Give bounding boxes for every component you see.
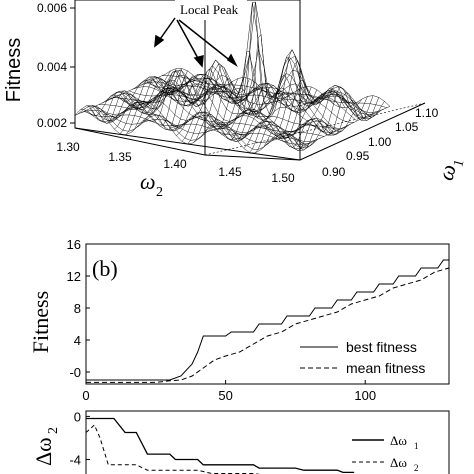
omega1-axis-symbol: ω: [433, 161, 461, 182]
surface-mesh-line: [125, 74, 216, 135]
fitness-y-axis-title: Fitness: [28, 291, 53, 353]
delta-y-axis-subscript: 2: [46, 427, 61, 434]
surface-mesh-line: [153, 76, 245, 131]
surface-mesh-line: [108, 80, 199, 123]
surface-mesh-line: [187, 83, 278, 145]
surface-mesh-line: [210, 33, 301, 136]
surface-mesh-line: [136, 80, 227, 128]
z-tick-label: 0.002: [37, 116, 67, 130]
fitness-x-tick-label: 50: [218, 388, 232, 403]
omega2-tick-label: 1.30: [56, 140, 80, 154]
surface-mesh-line: [294, 101, 385, 147]
surface-panel: 0.006 0.004 0.002 Fitness Local Peak 1.3…: [3, 0, 468, 200]
surface-mesh-line: [254, 90, 346, 154]
surface-mesh-line: [131, 78, 222, 133]
surface-mesh-line: [277, 86, 368, 148]
omega2-axis-subscript: 2: [156, 185, 163, 200]
surface-mesh-line: [142, 70, 233, 122]
omega2-tick-label: 1.50: [271, 171, 295, 185]
omega2-axis-title: ω 2: [140, 169, 163, 200]
surface-floor-front-right: [299, 102, 426, 161]
fitness-x-tick-label: 100: [354, 388, 376, 403]
delta-omega1-line: [86, 417, 355, 474]
delta-y-tick-label: -4: [69, 452, 81, 467]
fitness-plot-frame: [85, 243, 450, 385]
fitness-y-tick-label: 8: [74, 301, 81, 316]
annotation-arrows: [154, 17, 238, 68]
fitness-x-tick-label: 0: [82, 388, 89, 403]
fitness-y-tick-label: -0: [69, 365, 81, 380]
surface-mesh-line: [283, 92, 374, 151]
omega2-tick-label: 1.40: [163, 157, 187, 171]
z-tick-labels: 0.006 0.004 0.002: [37, 1, 75, 130]
mean-fitness-line: [86, 267, 450, 383]
fitness-y-tick-label: 4: [74, 333, 81, 348]
panel-label-b: (b): [92, 256, 118, 281]
surface-mesh-line: [243, 60, 334, 149]
delta-y-ticks: 0 -4: [69, 409, 90, 467]
surface-mesh: [74, 1, 391, 154]
fitness-panel: -0 4 8 12 16 0 50 100 (b) Fitness best fitness…: [28, 237, 450, 403]
surface-mesh-line: [198, 50, 289, 139]
delta-omega-panel: 0 -4 Δω 2 Δω 1 Δω 2: [31, 409, 450, 474]
surface-mesh-line: [215, 86, 306, 141]
surface-mesh-line: [192, 85, 284, 144]
omega2-tick-label: 1.45: [218, 165, 242, 179]
fitness-series: [86, 259, 450, 383]
surface-mesh-line: [226, 74, 318, 140]
fitness-x-ticks: 0 50 100: [82, 380, 376, 403]
surface-mesh-line: [232, 56, 323, 136]
surface-mesh-line: [74, 74, 166, 116]
omega2-tick-labels: 1.30 1.35 1.40 1.45 1.50: [56, 140, 295, 185]
omega1-tick-label: 0.95: [346, 149, 370, 163]
fitness-y-ticks: -0 4 8 12 16: [67, 237, 90, 380]
surface-mesh-line: [114, 76, 205, 130]
surface-annotation: Local Peak: [180, 2, 239, 17]
omega1-axis-subscript: 1: [451, 158, 467, 169]
delta-plot-frame: [85, 410, 450, 474]
surface-mesh-line: [266, 88, 357, 145]
omega1-tick-label: 0.90: [322, 165, 346, 179]
omega1-tick-label: 1.10: [415, 106, 439, 120]
omega1-axis-title: ω 1: [433, 158, 468, 183]
omega2-tick-label: 1.35: [108, 150, 132, 164]
delta-y-tick-label: 0: [74, 409, 81, 424]
z-tick-label: 0.004: [37, 60, 67, 74]
legend-label-best: best fitness: [346, 339, 417, 355]
legend-label-dw2: Δω: [390, 455, 407, 470]
surface-mesh-line: [237, 49, 329, 142]
annotation-box: [175, 0, 247, 20]
fitness-y-tick-label: 16: [67, 237, 81, 252]
surface-mesh-line: [288, 97, 380, 151]
surface-mesh-line: [249, 80, 340, 153]
omega2-axis-symbol: ω: [140, 169, 156, 194]
surface-mesh-line: [89, 102, 316, 151]
delta-legend: Δω 1 Δω 2: [352, 433, 419, 473]
omega1-tick-labels: 0.90 0.95 1.00 1.05 1.10: [322, 106, 439, 179]
legend-label-dw1-sub: 1: [414, 441, 419, 451]
delta-y-axis-symbol: Δω: [31, 437, 56, 466]
fitness-legend: best fitness mean fitness: [300, 339, 425, 376]
surface-z-axis-title: Fitness: [3, 38, 25, 102]
delta-series: [85, 417, 355, 474]
z-tick-label: 0.006: [37, 1, 67, 15]
surface-mesh-line: [176, 65, 267, 136]
legend-label-dw2-sub: 2: [414, 463, 419, 473]
omega1-tick-label: 1.00: [368, 135, 392, 149]
surface-mesh-line: [181, 78, 273, 142]
legend-label-dw1: Δω: [390, 433, 407, 448]
legend-label-mean: mean fitness: [346, 360, 425, 376]
surface-mesh-line: [221, 86, 312, 142]
fitness-y-tick-label: 12: [67, 269, 81, 284]
surface-mesh-line: [260, 94, 351, 151]
surface-mesh-line: [299, 106, 391, 148]
omega1-tick-label: 1.05: [395, 120, 419, 134]
surface-mesh-line: [164, 68, 256, 129]
best-fitness-line: [86, 259, 449, 381]
surface-mesh-line: [204, 1, 295, 133]
surface-mesh-line: [119, 74, 211, 134]
delta-y-axis-title: Δω 2: [31, 427, 61, 466]
surface-mesh-line: [271, 84, 363, 142]
